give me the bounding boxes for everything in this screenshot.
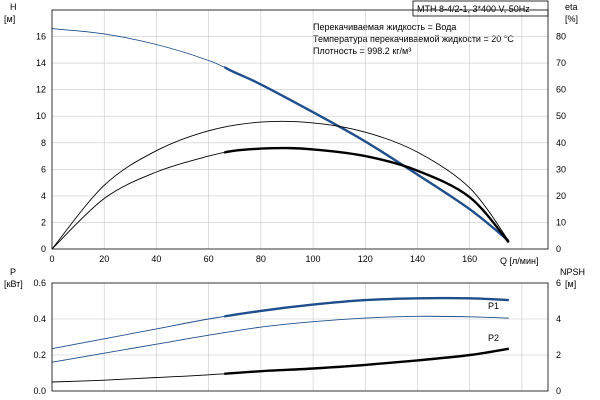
- top-right-axis-unit: [%]: [565, 14, 578, 24]
- x-tick-label: 160: [462, 254, 477, 264]
- x-tick-label: 120: [358, 254, 373, 264]
- info-line-temperature: Температура перекачиваемой жидкости = 20…: [313, 34, 514, 44]
- x-tick-label: 40: [151, 254, 161, 264]
- bottom-series-line-0: [51, 297, 509, 350]
- top-right-tick-label: 60: [556, 85, 566, 95]
- top-right-axis-title: eta: [565, 2, 578, 12]
- title-box: [412, 0, 549, 17]
- bottom-series-line-emphasis-0: [224, 296, 509, 318]
- bottom-right-tick-label: 6: [556, 278, 561, 288]
- bottom-right-axis-unit: [м]: [565, 279, 576, 289]
- top-left-tick-label: 16: [36, 32, 46, 42]
- series-label-p1: P1: [488, 301, 499, 311]
- top-left-tick-label: 0: [41, 244, 46, 254]
- bottom-series-line-emphasis-2: [224, 347, 510, 375]
- bottom-left-tick-label: 0.4: [33, 314, 46, 324]
- x-tick-label: 60: [204, 254, 214, 264]
- top-series-line-0: [51, 28, 510, 242]
- top-left-tick-label: 10: [36, 111, 46, 121]
- top-series-line-1: [51, 120, 510, 250]
- bottom-series-line-1: [51, 315, 509, 363]
- top-left-tick-label: 14: [36, 58, 46, 68]
- top-left-axis-unit: [м]: [4, 14, 15, 24]
- top-right-tick-label: 40: [556, 138, 566, 148]
- top-left-axis-title: H: [10, 2, 17, 12]
- top-right-tick-label: 0: [556, 244, 561, 254]
- x-tick-label: 140: [410, 254, 425, 264]
- bottom-left-tick-label: 0.2: [33, 350, 46, 360]
- x-tick-label: 100: [306, 254, 321, 264]
- top-right-tick-label: 20: [556, 191, 566, 201]
- top-left-tick-label: 2: [41, 217, 46, 227]
- x-tick-label: 0: [49, 254, 54, 264]
- bottom-right-tick-label: 0: [556, 386, 561, 396]
- top-series-line-2: [51, 147, 510, 250]
- bottom-plot-frame: [51, 282, 549, 392]
- info-line-density: Плотность = 998.2 кг/м³: [313, 46, 411, 56]
- chart-title: MTH 8-4/2-1, 3*400 V, 50Hz: [417, 4, 530, 14]
- top-series-line-emphasis-0: [224, 65, 510, 242]
- series-label-p2: P2: [488, 333, 499, 343]
- x-tick-label: 20: [99, 254, 109, 264]
- bottom-right-tick-label: 4: [556, 314, 561, 324]
- top-left-tick-label: 6: [41, 164, 46, 174]
- bottom-right-tick-label: 2: [556, 350, 561, 360]
- top-left-tick-label: 4: [41, 191, 46, 201]
- info-line-fluid: Перекачиваемая жидкость = Вода: [313, 22, 456, 32]
- bottom-left-axis-unit: [кВт]: [4, 279, 23, 289]
- bottom-right-axis-title: NPSH: [560, 267, 585, 277]
- top-right-tick-label: 10: [556, 217, 566, 227]
- bottom-series-line-2: [51, 348, 509, 383]
- bottom-left-tick-label: 0.0: [33, 386, 46, 396]
- top-left-tick-label: 12: [36, 85, 46, 95]
- x-tick-label: 80: [256, 254, 266, 264]
- x-axis-label: Q [л/мин]: [500, 256, 538, 266]
- top-right-tick-label: 80: [556, 32, 566, 42]
- top-right-tick-label: 30: [556, 164, 566, 174]
- top-series-line-emphasis-2: [224, 146, 510, 244]
- top-plot-frame: [51, 9, 549, 250]
- top-right-tick-label: 70: [556, 58, 566, 68]
- bottom-left-tick-label: 0.6: [33, 278, 46, 288]
- top-right-tick-label: 50: [556, 111, 566, 121]
- bottom-left-axis-title: P: [10, 267, 16, 277]
- top-left-tick-label: 8: [41, 138, 46, 148]
